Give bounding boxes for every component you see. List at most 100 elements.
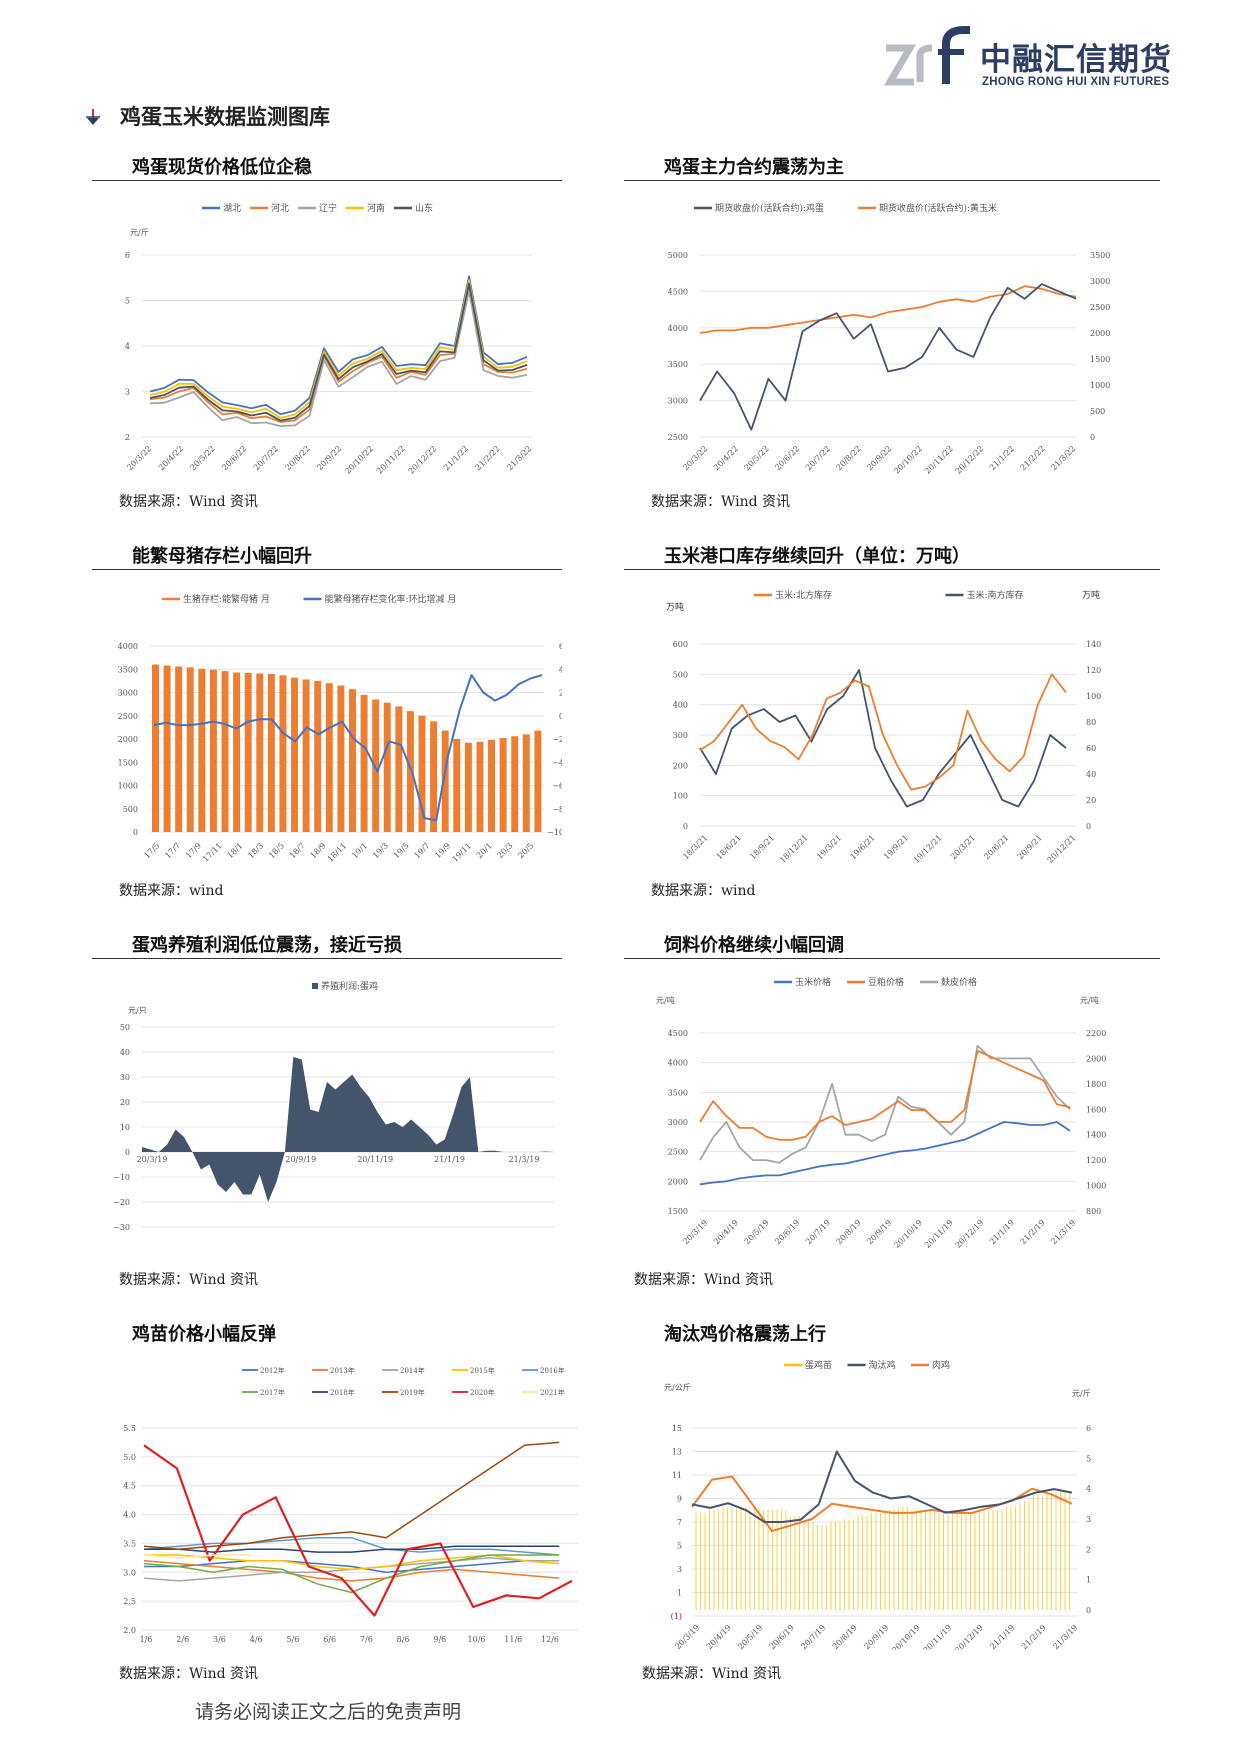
y-axis-label-left: 元/吨: [656, 995, 675, 1005]
y-tick-label: 20: [1086, 796, 1096, 805]
y-tick-label: 4500: [668, 287, 688, 296]
legend-label: 期货收盘价(活跃合约):鸡蛋: [715, 202, 824, 214]
bar: [221, 671, 229, 832]
x-tick-label: 2/6: [176, 1635, 189, 1644]
bar: [314, 680, 322, 832]
y-axis-label-right: 元/吨: [1080, 995, 1099, 1005]
series-line-egg: [699, 283, 1077, 431]
y-tick-label: 120: [1086, 666, 1101, 675]
x-tick-label: 20/12/22: [407, 444, 439, 476]
x-tick-label: 20/4/19: [712, 1218, 740, 1246]
x-tick-label: 18/3: [246, 841, 265, 860]
series-line-corn: [699, 1121, 1071, 1186]
x-tick-label: 20/1: [475, 841, 494, 860]
x-tick-label: 20/9/22: [315, 444, 343, 472]
chart-sow-inventory: 生猪存栏:能繁母猪 月 能繁母猪存栏变化率:环比增减 月 0 500 1000 1500 2…: [118, 593, 562, 864]
y-axis-label-left: 元/公斤: [664, 1382, 691, 1392]
bar: [383, 702, 391, 832]
x-tick-label: 11/6: [504, 1635, 522, 1644]
y-tick-label: 20: [120, 1098, 130, 1107]
y-tick-label: 500: [673, 670, 688, 679]
legend-label: 2020年: [470, 1388, 495, 1397]
section-title-text: 鸡蛋玉米数据监测图库: [120, 105, 330, 129]
bar: [430, 721, 438, 832]
y-tick-label: −6: [552, 782, 562, 791]
x-tick-label: 20/4/22: [157, 444, 185, 472]
x-tick-label: 18/7: [288, 841, 307, 860]
bar: [291, 677, 299, 832]
section-title: 鸡蛋玉米数据监测图库: [84, 101, 330, 131]
x-tick-label: 20/5/19: [736, 1623, 764, 1650]
panel-title: 能繁母猪存栏小幅回升: [132, 546, 312, 567]
y-tick-label: 2.5: [123, 1597, 136, 1606]
y-tick-label: 15: [672, 1424, 682, 1433]
legend-label: 2019年: [400, 1388, 425, 1397]
series-line-2017年: [143, 1554, 560, 1594]
panel-title: 鸡蛋主力合约震荡为主: [664, 157, 844, 178]
x-tick-label: 19/11: [450, 841, 473, 864]
bar: [476, 741, 484, 832]
x-tick-label: 21/3/22: [1049, 444, 1077, 472]
bar: [453, 739, 461, 832]
panel-title: 淘汰鸡价格震荡上行: [664, 1324, 826, 1345]
x-tick-label: 19/1: [350, 841, 369, 860]
y-tick-label: 3000: [668, 1118, 688, 1127]
y-tick-label: 0: [559, 712, 562, 721]
y-tick-label: 2200: [1086, 1029, 1106, 1038]
bar: [337, 685, 345, 832]
x-tick-label: 18/5: [267, 841, 286, 860]
y-tick-label: 2500: [118, 712, 138, 721]
data-source: 数据来源：Wind 资讯: [119, 1666, 259, 1682]
chart-corn-port-stock: 玉米:北方库存 玉米:南方库存万吨万吨0100200300400500600020…: [666, 589, 1101, 865]
y-tick-label: 4.0: [123, 1511, 136, 1520]
bar: [209, 669, 217, 832]
legend-label: 玉米:北方库存: [775, 589, 832, 601]
y-tick-label: 6: [559, 642, 562, 651]
y-tick-label: 80: [1086, 718, 1096, 727]
x-tick-label: 21/2/19: [1020, 1623, 1048, 1650]
series-line-2019年: [143, 1441, 560, 1550]
y-tick-label: 40: [120, 1048, 130, 1057]
series-line-山东: [149, 282, 528, 422]
arrow-marker-icon: [86, 109, 100, 125]
x-tick-label: 20/6/21: [982, 833, 1010, 861]
legend-label: 2013年: [330, 1366, 355, 1375]
x-tick-label: 20/3/19: [673, 1623, 701, 1650]
bar: [418, 715, 426, 832]
y-tick-label: 5.0: [123, 1453, 136, 1462]
bar: [372, 699, 380, 832]
bar: [360, 694, 368, 832]
y-tick-label: 2500: [1090, 303, 1110, 312]
x-tick-label: 7/6: [360, 1635, 373, 1644]
bar: [488, 739, 496, 832]
y-tick-label: 1500: [668, 1207, 688, 1216]
legend-label: 养殖利润:蛋鸡: [321, 980, 378, 992]
x-tick-label: 20/3: [496, 841, 515, 860]
y-tick-label: 4: [559, 665, 562, 674]
x-tick-label: 20/10/22: [892, 444, 924, 476]
x-tick-label: 20/7/22: [804, 444, 832, 472]
chart-egg-futures: 期货收盘价(活跃合约):鸡蛋 期货收盘价(活跃合约):黄玉米 2500 3000 350…: [668, 202, 1111, 476]
y-tick-label: 2.0: [123, 1626, 136, 1635]
y-tick-label: 3000: [118, 689, 138, 698]
y-tick-label: 1800: [1086, 1080, 1106, 1089]
series-line-south: [699, 669, 1067, 808]
x-tick-label: 19/5: [392, 841, 411, 860]
x-tick-label: 18/1: [225, 841, 244, 860]
bar: [256, 673, 264, 832]
x-tick-label: 20/8/19: [831, 1623, 859, 1650]
bar: [464, 742, 472, 832]
x-tick-label: 18/12/21: [778, 833, 810, 865]
x-tick-label: 21/2/19: [1019, 1218, 1047, 1246]
legend-label: 能繁母猪存栏变化率:环比增减 月: [325, 593, 457, 605]
x-tick-label: 20/10/19: [892, 1218, 924, 1250]
y-tick-label: 0: [1090, 433, 1095, 442]
y-tick-label: −10: [547, 828, 562, 837]
y-tick-label: 0: [1086, 1606, 1091, 1615]
x-tick-label: 21/1/22: [442, 444, 470, 472]
y-tick-label: 6: [1086, 1424, 1091, 1433]
y-tick-label: 2500: [668, 433, 688, 442]
y-axis-label-left: 万吨: [666, 601, 684, 613]
bar: [186, 667, 194, 832]
y-tick-label: 3.0: [123, 1568, 136, 1577]
